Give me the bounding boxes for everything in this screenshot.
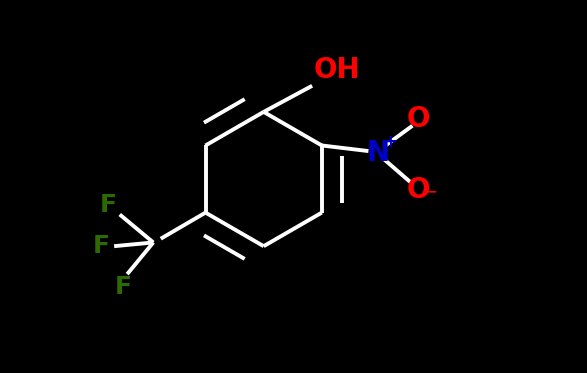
Text: −: − [425, 184, 437, 198]
Text: OH: OH [314, 56, 360, 84]
Text: F: F [100, 193, 117, 217]
Text: +: + [383, 134, 397, 151]
Text: N: N [366, 139, 389, 167]
Text: F: F [115, 275, 132, 299]
Text: F: F [93, 234, 110, 258]
Text: O: O [407, 176, 430, 204]
Text: O: O [407, 105, 430, 134]
